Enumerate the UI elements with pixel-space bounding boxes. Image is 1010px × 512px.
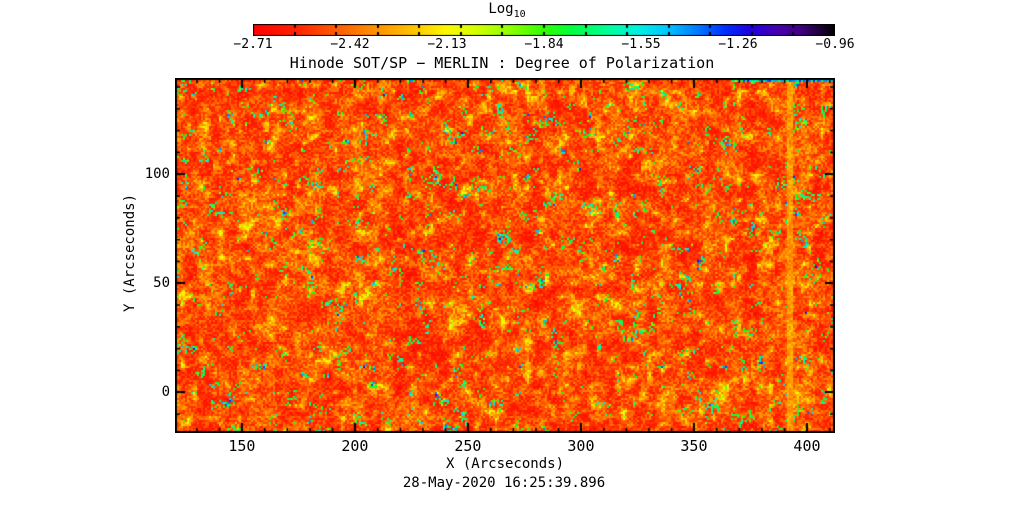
y-axis-label: Y (Arcseconds) [122,193,138,313]
colorbar-gradient [253,24,835,36]
colorbar-tick-label: −2.71 [233,37,273,52]
colorbar-tick-label: −0.96 [815,37,855,52]
colorbar-tick-label: −2.13 [427,37,467,52]
x-tick-label: 400 [793,437,821,455]
x-tick-label: 350 [680,437,708,455]
y-tick-label: 100 [144,165,170,182]
x-tick-label: 200 [341,437,369,455]
y-tick-label: 50 [153,274,170,291]
colorbar-title-subscript: 10 [513,8,526,20]
colorbar-title-text: Log [488,1,514,17]
x-tick-label: 250 [454,437,482,455]
plot-title: Hinode SOT/SP − MERLIN : Degree of Polar… [289,54,715,72]
colorbar-tick-label: −1.26 [718,37,758,52]
y-tick-label: 0 [161,384,170,400]
timestamp: 28-May-2020 16:25:39.896 [402,475,606,491]
colorbar-tick-label: −1.55 [621,37,661,52]
x-tick-label: 150 [228,437,256,455]
colorbar-tick-label: −1.84 [524,37,564,52]
heatmap-image [175,78,835,433]
x-tick-label: 300 [567,437,595,455]
colorbar-title: Log10 [488,1,525,23]
x-axis-label: X (Arcseconds) [445,456,565,472]
colorbar-tick-label: −2.42 [330,37,370,52]
